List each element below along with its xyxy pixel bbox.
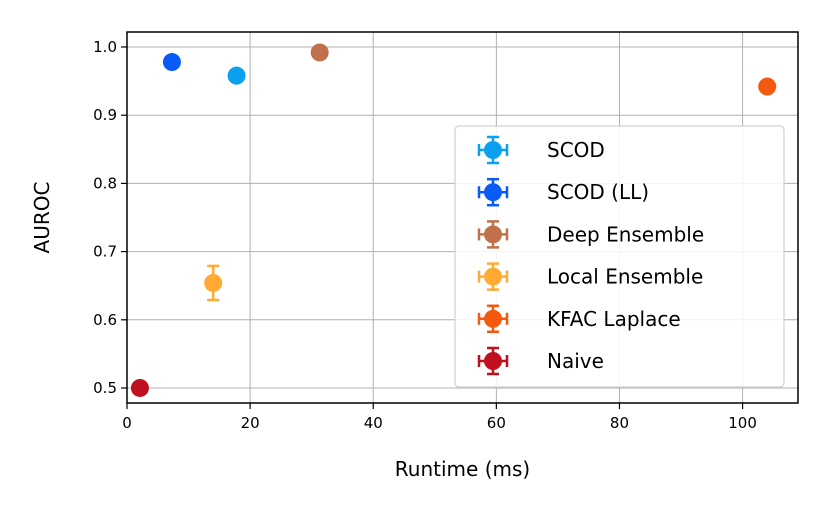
data-point-marker xyxy=(758,77,777,96)
legend-label: Local Ensemble xyxy=(547,265,703,289)
x-axis-label: Runtime (ms) xyxy=(395,457,530,481)
legend-entry: Deep Ensemble xyxy=(477,220,704,249)
data-point xyxy=(130,378,149,397)
x-tick-label: 100 xyxy=(728,414,757,432)
legend-box xyxy=(454,125,785,388)
data-point-marker xyxy=(130,378,149,397)
x-tick-label: 60 xyxy=(487,414,506,432)
y-tick-label: 0.7 xyxy=(93,243,117,261)
x-tick-label: 80 xyxy=(610,414,629,432)
data-point xyxy=(162,53,181,72)
data-point-marker xyxy=(227,66,246,85)
legend-label: KFAC Laplace xyxy=(547,307,681,331)
legend-marker xyxy=(484,267,502,286)
data-point-marker xyxy=(310,43,329,62)
x-tick-label: 20 xyxy=(241,414,260,432)
legend-marker xyxy=(484,141,502,159)
legend-label: Deep Ensemble xyxy=(547,222,704,246)
y-tick-label: 0.5 xyxy=(93,379,117,397)
data-point xyxy=(204,264,223,302)
legend-entry: Naive xyxy=(477,346,604,376)
data-point xyxy=(227,66,246,85)
y-tick-label: 1.0 xyxy=(93,38,117,56)
legend-entry: Local Ensemble xyxy=(477,262,703,291)
legend-label: SCOD xyxy=(547,138,605,162)
data-points xyxy=(130,43,777,397)
data-point xyxy=(310,43,329,62)
data-point-marker xyxy=(162,53,181,72)
y-axis-label: AUROC xyxy=(30,182,54,254)
plot-frame xyxy=(126,31,799,404)
legend-marker xyxy=(484,225,502,244)
legend-entry: SCOD xyxy=(477,135,605,165)
axis-ticks: 0 20 40 60 80 100 0.5 0.6 0.7 0.8 0.9 1.0 xyxy=(93,38,757,432)
legend-label: SCOD (LL) xyxy=(547,180,649,204)
x-tick-label: 40 xyxy=(364,414,383,432)
y-tick-label: 0.9 xyxy=(93,106,117,124)
legend-entry: KFAC Laplace xyxy=(477,304,681,334)
legend-marker xyxy=(484,309,502,328)
legend-marker xyxy=(484,183,502,202)
legend: SCOD SCOD (LL) Deep Ensemble Local Ensemble… xyxy=(454,125,785,388)
legend-marker xyxy=(484,352,502,370)
legend-entry: SCOD (LL) xyxy=(477,177,649,207)
data-point xyxy=(758,77,777,96)
y-tick-label: 0.8 xyxy=(93,174,117,192)
x-tick-label: 0 xyxy=(122,414,132,432)
legend-label: Naive xyxy=(547,349,604,373)
data-point-marker xyxy=(204,273,223,292)
y-tick-label: 0.6 xyxy=(93,311,117,329)
